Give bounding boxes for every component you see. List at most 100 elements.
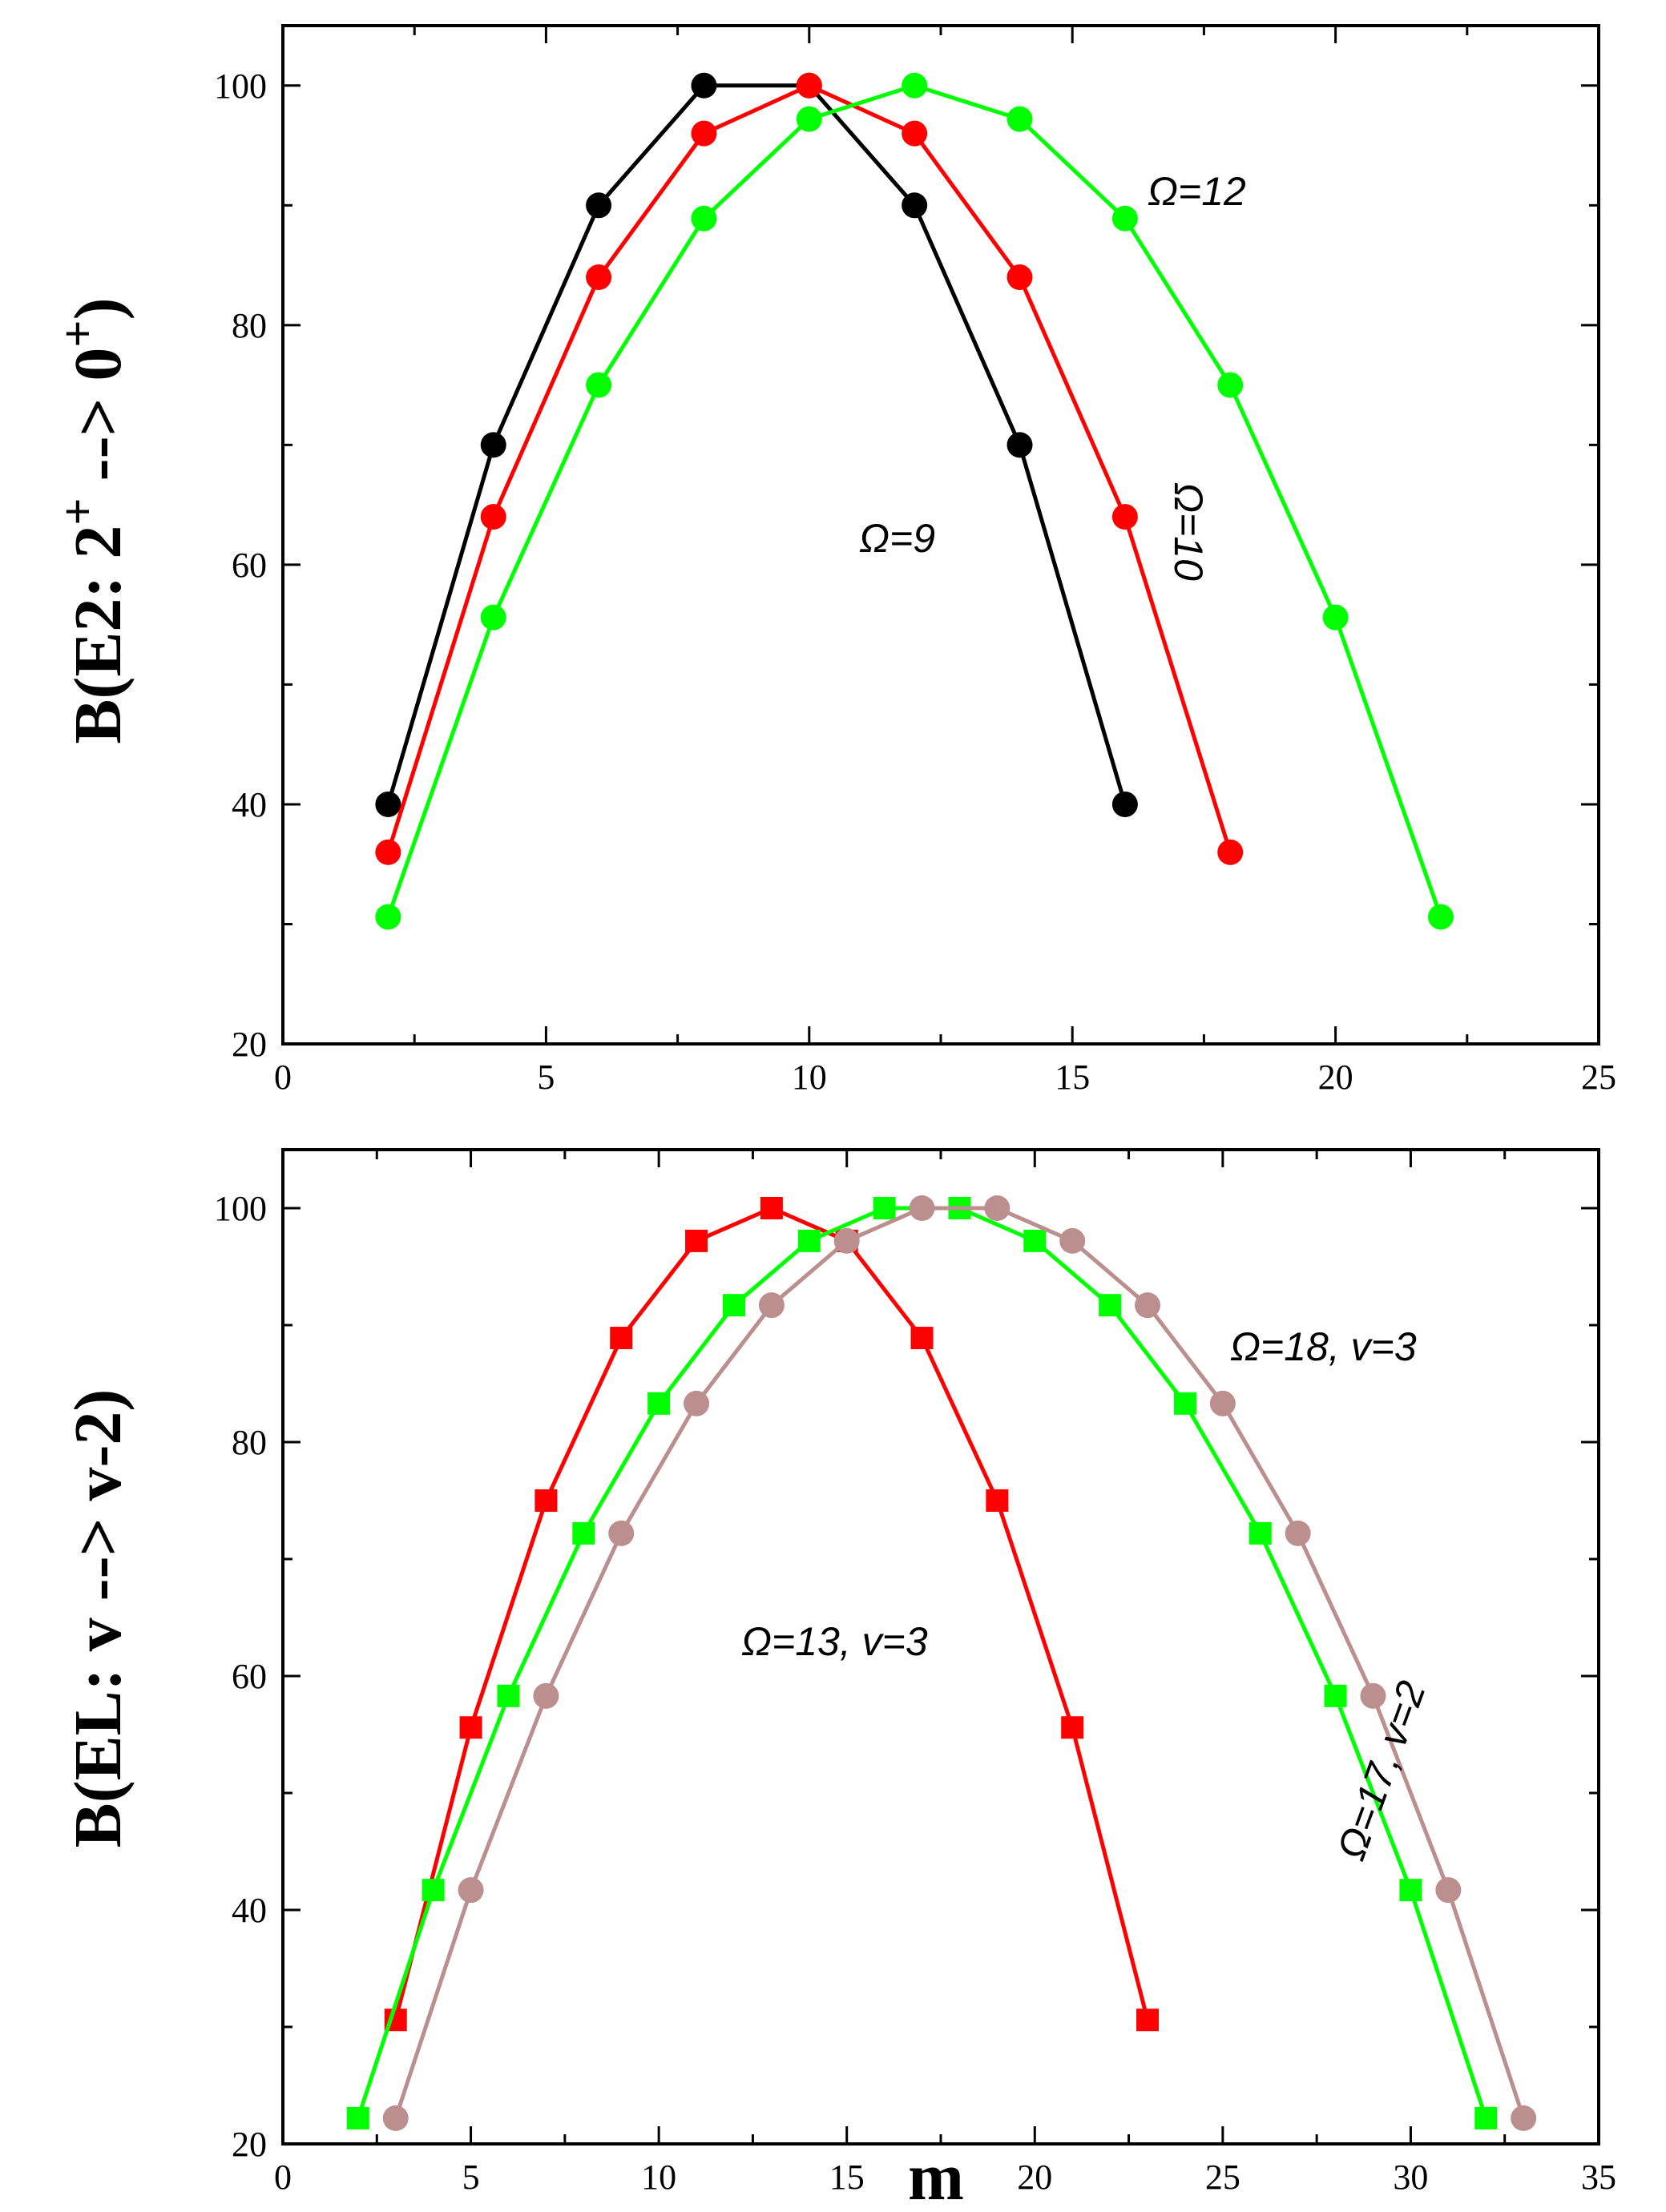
data-point xyxy=(909,1195,935,1221)
series-line xyxy=(393,1206,1526,2119)
series-0-2 xyxy=(375,72,1454,930)
data-point xyxy=(534,1489,558,1512)
x-tick-label: 25 xyxy=(1581,1058,1616,1097)
annotation-omega-18-v3: Ω=18, v=3 xyxy=(1230,1324,1417,1369)
y-tick-label: 80 xyxy=(232,1423,267,1462)
y-tick-label: 80 xyxy=(232,306,267,345)
data-point xyxy=(497,1684,520,1707)
data-point xyxy=(480,504,506,530)
y-tick-label: 60 xyxy=(232,1657,267,1696)
data-point xyxy=(1322,604,1349,631)
data-point xyxy=(1427,904,1454,930)
data-point xyxy=(1511,2105,1537,2131)
data-point xyxy=(797,1229,821,1252)
data-point xyxy=(986,1489,1009,1512)
data-point xyxy=(480,432,506,458)
data-point xyxy=(1324,1684,1347,1707)
data-point xyxy=(1474,2106,1498,2129)
x-tick-label: 0 xyxy=(274,2158,292,2197)
x-tick-label: 10 xyxy=(792,1058,827,1097)
axes-0: 0 5 10 15 20 25 20 40 60 80 100 xyxy=(214,24,1616,1097)
data-point xyxy=(691,72,717,99)
data-point xyxy=(902,72,928,99)
annotation-omega-12: Ω=12 xyxy=(1148,169,1246,214)
data-point xyxy=(1399,1879,1422,1902)
data-point xyxy=(796,72,822,99)
data-point xyxy=(760,1197,783,1219)
data-point xyxy=(375,904,401,930)
data-point xyxy=(647,1392,671,1415)
data-point xyxy=(1360,1682,1386,1709)
data-point xyxy=(758,1292,785,1319)
annotation-omega-10: Ω=10 xyxy=(1166,482,1211,581)
x-tick-label: 15 xyxy=(829,2158,865,2197)
data-point xyxy=(382,2105,409,2131)
data-point xyxy=(691,120,717,147)
data-point xyxy=(902,120,928,147)
x-tick-label: 5 xyxy=(462,2158,480,2197)
data-point xyxy=(586,192,612,219)
x-tick-label: 30 xyxy=(1393,2158,1428,2197)
data-point xyxy=(375,791,401,817)
y-tick-label: 100 xyxy=(214,66,267,106)
data-point xyxy=(1173,1392,1196,1415)
data-point xyxy=(1023,1229,1047,1252)
data-point xyxy=(1136,2009,1160,2032)
bottom-xlabel: m xyxy=(908,2140,964,2212)
axes-1: 0 5 10 15 20 25 30 35 20 40 60 80 100 xyxy=(214,1148,1616,2197)
series-0-1 xyxy=(375,72,1244,865)
x-tick-label: 10 xyxy=(641,2158,676,2197)
data-point xyxy=(608,1520,635,1546)
data-point xyxy=(586,264,612,291)
data-point xyxy=(984,1195,1010,1221)
data-point xyxy=(902,192,928,219)
data-point xyxy=(1111,205,1138,232)
y-tick-label: 100 xyxy=(214,1189,267,1228)
data-point xyxy=(684,1390,710,1416)
annotation-omega-9: Ω=9 xyxy=(859,516,935,561)
y-tick-label: 60 xyxy=(232,546,267,585)
data-point xyxy=(1217,372,1244,398)
data-point xyxy=(1111,504,1138,530)
y-tick-label: 40 xyxy=(232,1891,267,1930)
data-point xyxy=(1006,264,1033,291)
data-point xyxy=(346,2106,369,2129)
data-point xyxy=(1059,1227,1086,1254)
x-tick-label: 35 xyxy=(1581,2158,1616,2197)
data-point xyxy=(1209,1390,1236,1416)
data-point xyxy=(586,372,612,398)
x-tick-label: 20 xyxy=(1017,2158,1052,2197)
data-point xyxy=(1135,1292,1161,1319)
series-1-2 xyxy=(382,1195,1537,2131)
data-point xyxy=(685,1229,708,1252)
bottom-ylabel: B(EL: v --> v-2) xyxy=(61,1389,135,1848)
data-point xyxy=(533,1682,559,1709)
annotation-omega-13-v3: Ω=13, v=3 xyxy=(741,1619,928,1664)
y-tick-label: 20 xyxy=(232,2125,267,2164)
y-tick-label: 40 xyxy=(232,785,267,824)
x-tick-label: 20 xyxy=(1318,1058,1353,1097)
data-point xyxy=(459,1716,482,1739)
x-tick-label: 0 xyxy=(274,1058,292,1097)
data-point xyxy=(1435,1877,1462,1904)
data-point xyxy=(1248,1521,1272,1545)
data-point xyxy=(480,604,506,631)
bottom-panel: 0 5 10 15 20 25 30 35 20 40 60 80 100 B(EL: v --> v-… xyxy=(61,1148,1616,2212)
data-point xyxy=(422,1879,445,1902)
data-point xyxy=(610,1327,633,1350)
data-point xyxy=(1111,791,1138,817)
data-point xyxy=(1217,839,1244,865)
series-line xyxy=(386,83,1127,805)
data-point xyxy=(833,1227,860,1254)
data-point xyxy=(873,1197,896,1219)
data-point xyxy=(1006,432,1033,458)
data-point xyxy=(796,106,822,132)
data-point xyxy=(722,1294,745,1317)
data-point xyxy=(458,1877,484,1904)
data-point xyxy=(572,1521,595,1545)
data-point xyxy=(1006,106,1033,132)
data-point xyxy=(1061,1716,1084,1739)
x-tick-label: 15 xyxy=(1055,1058,1090,1097)
data-point xyxy=(375,839,401,865)
